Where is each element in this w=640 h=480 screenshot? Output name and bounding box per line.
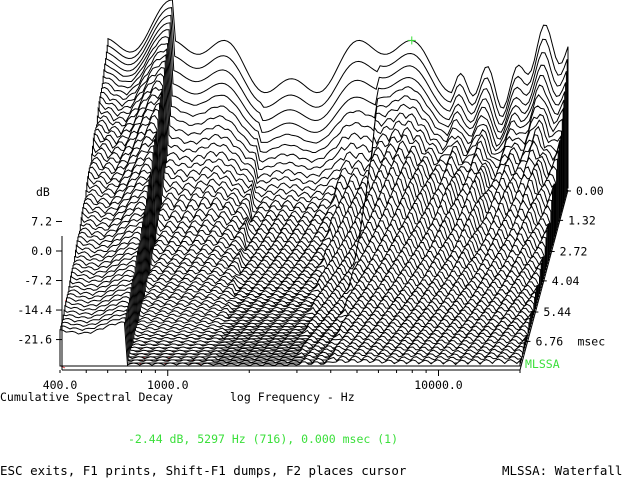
cursor-marker xyxy=(407,36,416,45)
x-tick-label: 10000.0 xyxy=(414,378,463,392)
decay-slice xyxy=(84,173,546,273)
brand-label: MLSSA xyxy=(525,357,560,371)
time-tick-label: 4.04 xyxy=(552,274,580,288)
x-axis-label: log Frequency - Hz xyxy=(230,390,355,404)
time-tick-labels: 0.00 1.32 2.72 4.04 5.44 6.76 msec xyxy=(535,184,605,348)
y-tick-label: -7.2 xyxy=(24,274,52,288)
y-tick-labels: 7.2 0.0 -7.2 -14.4 -21.6 xyxy=(17,214,52,346)
time-tick-label: 6.76 xyxy=(535,334,563,348)
chart-title: Cumulative Spectral Decay xyxy=(0,390,173,404)
y-axis-label: dB xyxy=(36,185,50,199)
axes xyxy=(56,189,571,376)
decay-traces xyxy=(59,0,569,367)
time-tick-label: 1.32 xyxy=(568,213,596,227)
decay-slice xyxy=(59,321,521,367)
x-tick-label: 1000.0 xyxy=(147,378,189,392)
status-help: ESC exits, F1 prints, Shift-F1 dumps, F2… xyxy=(0,463,407,478)
y-tick-label: -14.4 xyxy=(17,303,52,317)
time-unit-label: msec xyxy=(577,334,605,348)
time-tick-label: 5.44 xyxy=(543,305,571,319)
x-tick-label: 400.0 xyxy=(43,378,78,392)
cursor-readout: -2.44 dB, 5297 Hz (716), 0.000 msec (1) xyxy=(128,432,398,446)
status-mode: MLSSA: Waterfall xyxy=(502,463,622,478)
time-tick-label: 2.72 xyxy=(560,245,588,259)
y-tick-label: 0.0 xyxy=(31,244,52,258)
y-tick-label: -21.6 xyxy=(17,333,52,347)
time-tick-label: 0.00 xyxy=(576,184,604,198)
x-tick-labels: 400.0 1000.0 10000.0 xyxy=(43,378,463,392)
y-tick-label: 7.2 xyxy=(31,214,52,228)
